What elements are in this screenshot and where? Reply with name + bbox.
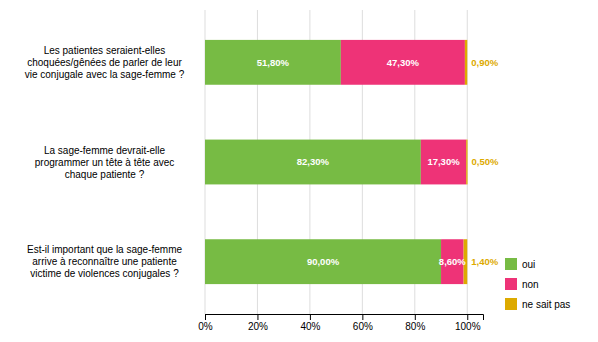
y-tick-label-line: arrive à reconnaître une patiente [32,256,177,267]
x-tick-mark [205,314,206,320]
x-tick: 80% [405,314,425,332]
y-tick: La sage-femme devrait-elleprogrammer un … [35,145,175,180]
x-tick-mark [415,314,416,320]
data-label: 0,90% [471,57,498,68]
x-tick: 100% [455,314,481,332]
grid [205,10,467,314]
bars [205,40,468,284]
chart-container: 90,00% 82,30% 51,80% 8,60% 17,30% 47,30% 1,40%… [0,0,598,342]
y-tick-label-line: Les patientes seraient-elles [44,45,166,56]
y-tick-label: La sage-femme devrait-elleprogrammer un … [35,145,175,180]
chart-svg: 90,00% 82,30% 51,80% 8,60% 17,30% 47,30% 1,40%… [0,0,598,342]
bar-series [341,40,466,284]
x-tick-label: 20% [248,321,268,332]
legend-item: oui [505,258,535,270]
bar [341,40,465,85]
y-tick-label-line: Est-il important que la sage-femme [27,244,183,255]
x-tick-label: 80% [405,321,425,332]
data-label: 8,60% [439,256,466,267]
data-label: 47,30% [387,57,420,68]
x-tick-mark [362,314,363,320]
x-tick-mark [467,314,468,320]
y-tick-label-line: victime de violences conjugales ? [30,268,179,279]
x-tick-label: 40% [300,321,320,332]
plot-area: 90,00% 82,30% 51,80% 8,60% 17,30% 47,30% 1,40%… [25,10,499,332]
legend-item: non [505,278,539,290]
y-tick-label: Est-il important que la sage-femmearrive… [27,244,183,279]
y-tick-label-line: vie conjugale avec la sage-femme ? [25,69,185,80]
y-tick-label-line: choquées/gênées de parler de leur [27,57,182,68]
legend-label: non [522,279,539,290]
x-tick-label: 100% [455,321,481,332]
legend: oui non ne sait pas [505,258,570,310]
y-tick-label-line: chaque patiente ? [65,169,145,180]
legend-label: oui [522,259,535,270]
y-axis: Est-il important que la sage-femmearrive… [25,45,185,279]
bar [421,140,466,185]
data-label: 51,80% [257,57,290,68]
data-label: 82,30% [297,156,330,167]
x-axis: 0% 20% 40% 60% 80% 100% [198,314,483,332]
legend-label: ne sait pas [522,299,570,310]
x-tick-label: 0% [198,321,213,332]
legend-item: ne sait pas [505,298,570,310]
legend-swatch [505,278,517,290]
x-tick-label: 60% [353,321,373,332]
x-tick: 0% [198,314,213,332]
x-tick-mark [310,314,311,320]
bar [465,40,467,85]
bar [205,140,421,185]
data-labels: 90,00% 82,30% 51,80% 8,60% 17,30% 47,30% 1,40%… [257,57,499,267]
x-tick-mark [257,314,258,320]
x-axis-line [206,315,484,321]
bar [205,40,341,85]
bar [205,239,441,284]
legend-swatch [505,298,517,310]
data-label: 90,00% [307,256,340,267]
y-tick-label: Les patientes seraient-elleschoquées/gên… [25,45,185,80]
y-tick-label-line: La sage-femme devrait-elle [44,145,166,156]
data-label: 17,30% [427,156,460,167]
x-tick: 40% [300,314,320,332]
legend-swatch [505,258,517,270]
y-tick: Est-il important que la sage-femmearrive… [27,244,183,279]
y-tick-label-line: programmer un tête à tête avec [35,157,175,168]
y-tick: Les patientes seraient-elleschoquées/gên… [25,45,185,80]
bar-series [464,40,468,284]
bar [466,140,467,185]
x-tick: 60% [353,314,373,332]
data-label: 1,40% [471,256,498,267]
data-label: 0,50% [472,156,499,167]
x-tick: 20% [248,314,268,332]
